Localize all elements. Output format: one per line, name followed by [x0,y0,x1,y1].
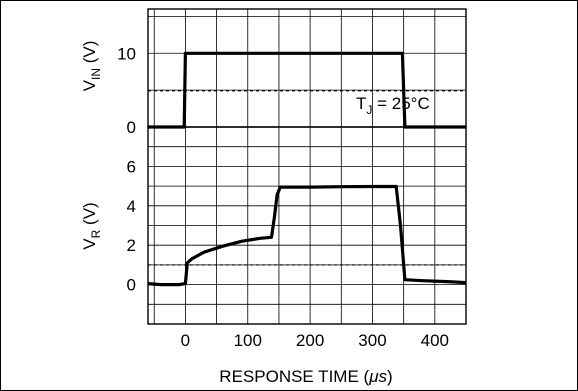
vr-y-tick-label: 2 [127,236,136,255]
annotation-sub: J [366,103,372,117]
lower-ylabel-main: V [80,238,99,250]
upper-ylabel-main: V [80,79,99,91]
waveforms [147,51,467,287]
xlabel-suffix: ) [387,367,393,386]
upper-ylabel-sub: IN [89,68,103,80]
vr-y-tick-label: 4 [127,197,136,216]
x-tick-label: 300 [358,331,386,350]
lower-ylabel-unit: (V) [80,202,99,229]
xlabel-prefix: RESPONSE TIME ( [219,367,369,386]
lower-ylabel-sub: R [89,229,103,238]
x-tick-labels: 0 100 200 300 400 [181,331,449,350]
x-axis-label: RESPONSE TIME (μs) [219,367,392,386]
vr-y-tick-label: 6 [127,157,136,176]
vin-y-tick-label: 10 [117,44,136,63]
x-tick-label: 0 [181,331,190,350]
upper-ylabel-unit: (V) [80,41,99,68]
y-tick-labels: 0 10 0 2 4 6 [117,44,136,294]
x-tick-label: 200 [296,331,324,350]
junction-temperature-annotation: TJ = 25°C [356,94,430,117]
lower-y-axis-label: VR (V) [80,202,103,249]
lower-panel-border [147,126,467,325]
x-tick-label: 100 [234,331,262,350]
vr-y-tick-label: 0 [127,276,136,295]
vr-waveform [147,184,467,287]
grid-lines [148,9,466,324]
xlabel-unit: μs [368,367,387,386]
x-tick-label: 400 [421,331,449,350]
reference-levels [148,90,466,266]
upper-y-axis-label: VIN (V) [80,41,103,92]
annotation-main: T [356,94,366,113]
vin-y-tick-label: 0 [127,118,136,137]
annotation-rest: = 25°C [372,94,429,113]
